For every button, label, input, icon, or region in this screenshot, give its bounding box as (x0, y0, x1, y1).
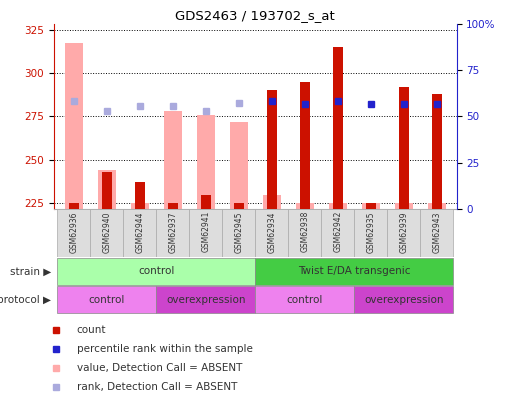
FancyBboxPatch shape (255, 258, 453, 285)
Text: control: control (138, 266, 174, 276)
Text: overexpression: overexpression (166, 295, 245, 305)
Bar (295, 203, 314, 209)
Bar (168, 203, 177, 209)
FancyBboxPatch shape (420, 209, 453, 257)
Bar (97, 171, 116, 209)
FancyBboxPatch shape (255, 286, 354, 313)
Bar (300, 82, 310, 209)
Text: GSM62934: GSM62934 (267, 211, 276, 252)
Text: percentile rank within the sample: percentile rank within the sample (76, 344, 252, 354)
Bar (333, 47, 343, 209)
FancyBboxPatch shape (387, 209, 420, 257)
FancyBboxPatch shape (354, 209, 387, 257)
FancyBboxPatch shape (57, 258, 255, 285)
Text: GSM62945: GSM62945 (234, 211, 243, 252)
Text: GSM62938: GSM62938 (300, 211, 309, 252)
Bar (329, 203, 347, 209)
Text: GSM62936: GSM62936 (69, 211, 78, 252)
Text: GSM62944: GSM62944 (135, 211, 144, 252)
Bar (69, 203, 78, 209)
Text: strain ▶: strain ▶ (10, 266, 51, 276)
Text: rank, Detection Call = ABSENT: rank, Detection Call = ABSENT (76, 382, 237, 392)
FancyBboxPatch shape (57, 286, 156, 313)
Bar (164, 111, 182, 209)
Title: GDS2463 / 193702_s_at: GDS2463 / 193702_s_at (175, 9, 335, 22)
FancyBboxPatch shape (189, 209, 222, 257)
Bar (267, 90, 277, 209)
FancyBboxPatch shape (255, 209, 288, 257)
Text: GSM62935: GSM62935 (366, 211, 375, 252)
Text: control: control (287, 295, 323, 305)
FancyBboxPatch shape (222, 209, 255, 257)
Bar (428, 203, 446, 209)
Bar (102, 172, 112, 209)
Bar (230, 122, 248, 209)
Text: overexpression: overexpression (364, 295, 444, 305)
Bar (234, 203, 244, 209)
Text: GSM62943: GSM62943 (432, 211, 441, 252)
Text: count: count (76, 324, 106, 335)
Bar (394, 203, 413, 209)
Text: GSM62939: GSM62939 (399, 211, 408, 252)
Text: value, Detection Call = ABSENT: value, Detection Call = ABSENT (76, 363, 242, 373)
Bar (399, 87, 409, 209)
Text: control: control (88, 295, 125, 305)
Text: GSM62941: GSM62941 (201, 211, 210, 252)
Bar (432, 94, 442, 209)
Bar (362, 203, 380, 209)
Bar (263, 195, 281, 209)
FancyBboxPatch shape (156, 209, 189, 257)
FancyBboxPatch shape (123, 209, 156, 257)
FancyBboxPatch shape (288, 209, 321, 257)
FancyBboxPatch shape (354, 286, 453, 313)
Text: GSM62942: GSM62942 (333, 211, 342, 252)
Bar (201, 195, 211, 209)
Text: GSM62937: GSM62937 (168, 211, 177, 252)
Bar (366, 203, 376, 209)
Bar (135, 183, 145, 209)
Bar (196, 115, 215, 209)
FancyBboxPatch shape (57, 209, 90, 257)
Text: Twist E/DA transgenic: Twist E/DA transgenic (298, 266, 410, 276)
Text: GSM62940: GSM62940 (102, 211, 111, 252)
FancyBboxPatch shape (90, 209, 123, 257)
FancyBboxPatch shape (156, 286, 255, 313)
Bar (65, 43, 83, 209)
Text: protocol ▶: protocol ▶ (0, 295, 51, 305)
FancyBboxPatch shape (321, 209, 354, 257)
Bar (131, 203, 149, 209)
